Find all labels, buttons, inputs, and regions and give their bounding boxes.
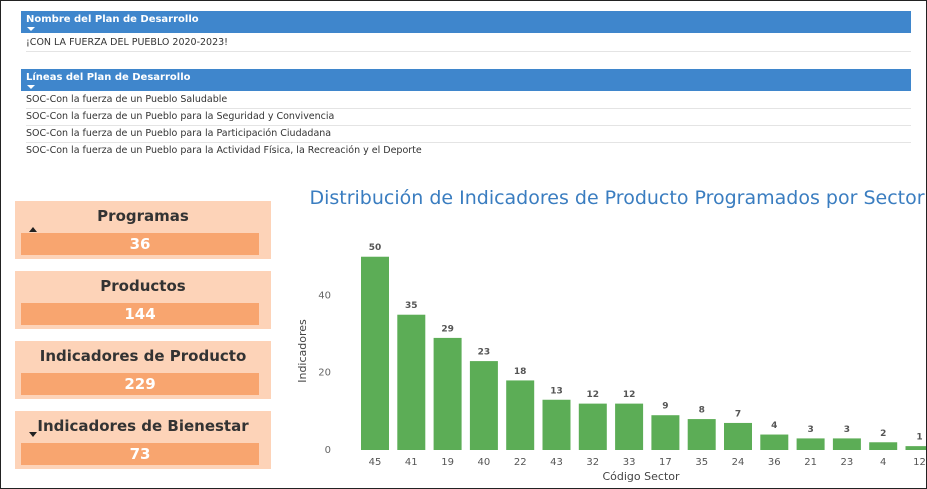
y-tick-label: 40: [318, 290, 331, 301]
plan-line: SOC-Con la fuerza de un Pueblo para la S…: [26, 109, 911, 126]
data-label: 1: [916, 433, 922, 443]
data-label: 50: [369, 243, 382, 253]
kpi-label: Programas: [97, 207, 189, 225]
plan-name: ¡CON LA FUERZA DEL PUEBLO 2020-2023!: [26, 35, 911, 52]
bar: [506, 380, 535, 450]
x-tick-label: 40: [478, 457, 491, 468]
x-tick-label: 41: [405, 457, 418, 468]
x-tick-label: 22: [514, 457, 527, 468]
data-label: 9: [662, 402, 668, 412]
plan-line: SOC-Con la fuerza de un Pueblo Saludable: [26, 92, 911, 109]
data-label: 18: [514, 367, 527, 377]
bar: [760, 434, 789, 450]
kpi-value: 229: [21, 373, 259, 395]
data-label: 13: [550, 386, 563, 396]
x-tick-label: 24: [732, 457, 745, 468]
data-label: 29: [441, 324, 454, 334]
x-tick-label: 32: [586, 457, 599, 468]
chart-title: Distribución de Indicadores de Producto …: [309, 187, 925, 209]
plan-line: SOC-Con la fuerza de un Pueblo para la P…: [26, 126, 911, 143]
caret: [27, 27, 35, 31]
panel-header[interactable]: Nombre del Plan de Desarrollo: [21, 11, 911, 33]
panel-header[interactable]: Líneas del Plan de Desarrollo: [21, 69, 911, 91]
kpi-card: Indicadores de Bienestar 73: [15, 411, 271, 469]
bar: [542, 399, 571, 450]
bar: [433, 337, 462, 450]
bar: [687, 419, 716, 450]
bar: [651, 415, 680, 450]
bar: [832, 438, 861, 450]
bar: [615, 403, 644, 450]
bar: [578, 403, 607, 450]
sort-icon: [29, 227, 37, 232]
bar: [397, 314, 426, 450]
bar: [724, 422, 752, 450]
data-label: 8: [699, 406, 705, 416]
x-tick-label: 19: [441, 457, 454, 468]
kpi-card: Productos 144: [15, 271, 271, 329]
x-tick-label: 33: [623, 457, 636, 468]
kpi-label: Indicadores de Bienestar: [37, 417, 249, 435]
x-tick-label: 35: [695, 457, 708, 468]
kpi-label: Indicadores de Producto: [39, 347, 247, 365]
data-label: 4: [771, 421, 777, 431]
x-tick-label: 43: [550, 457, 563, 468]
data-label: 12: [587, 390, 600, 400]
bar: [869, 442, 898, 450]
y-tick-label: 0: [325, 445, 331, 456]
x-tick-label: 17: [659, 457, 672, 468]
caret: [27, 85, 35, 89]
panel-header-text: Líneas del Plan de Desarrollo: [26, 72, 191, 83]
kpi-value: 36: [21, 233, 259, 255]
x-tick-label: 45: [369, 457, 382, 468]
data-label: 3: [844, 425, 850, 435]
data-label: 35: [405, 301, 418, 311]
y-tick-label: 20: [318, 368, 331, 379]
x-axis-label: Código Sector: [602, 470, 679, 483]
x-tick-label: 36: [768, 457, 781, 468]
x-tick-label: 12: [913, 457, 926, 468]
x-tick-label: 4: [880, 457, 886, 468]
plan-line: SOC-Con la fuerza de un Pueblo para la A…: [26, 145, 422, 156]
kpi-card: Programas 36: [15, 201, 271, 259]
data-label: 7: [735, 409, 741, 419]
x-tick-label: 23: [841, 457, 854, 468]
kpi-label: Productos: [100, 277, 186, 295]
data-label: 2: [880, 429, 886, 439]
data-label: 12: [623, 390, 636, 400]
bar: [361, 256, 389, 450]
data-label: 3: [807, 425, 813, 435]
data-label: 23: [478, 348, 491, 358]
y-axis-label: Indicadores: [296, 319, 309, 383]
kpi-card: Indicadores de Producto 229: [15, 341, 271, 399]
x-tick-label: 21: [804, 457, 817, 468]
sort-icon: [29, 432, 37, 437]
bar: [469, 361, 498, 450]
kpi-value: 73: [21, 443, 259, 465]
kpi-value: 144: [21, 303, 259, 325]
panel-header-text: Nombre del Plan de Desarrollo: [26, 14, 199, 25]
bar: [796, 438, 825, 450]
bar: [905, 446, 926, 450]
